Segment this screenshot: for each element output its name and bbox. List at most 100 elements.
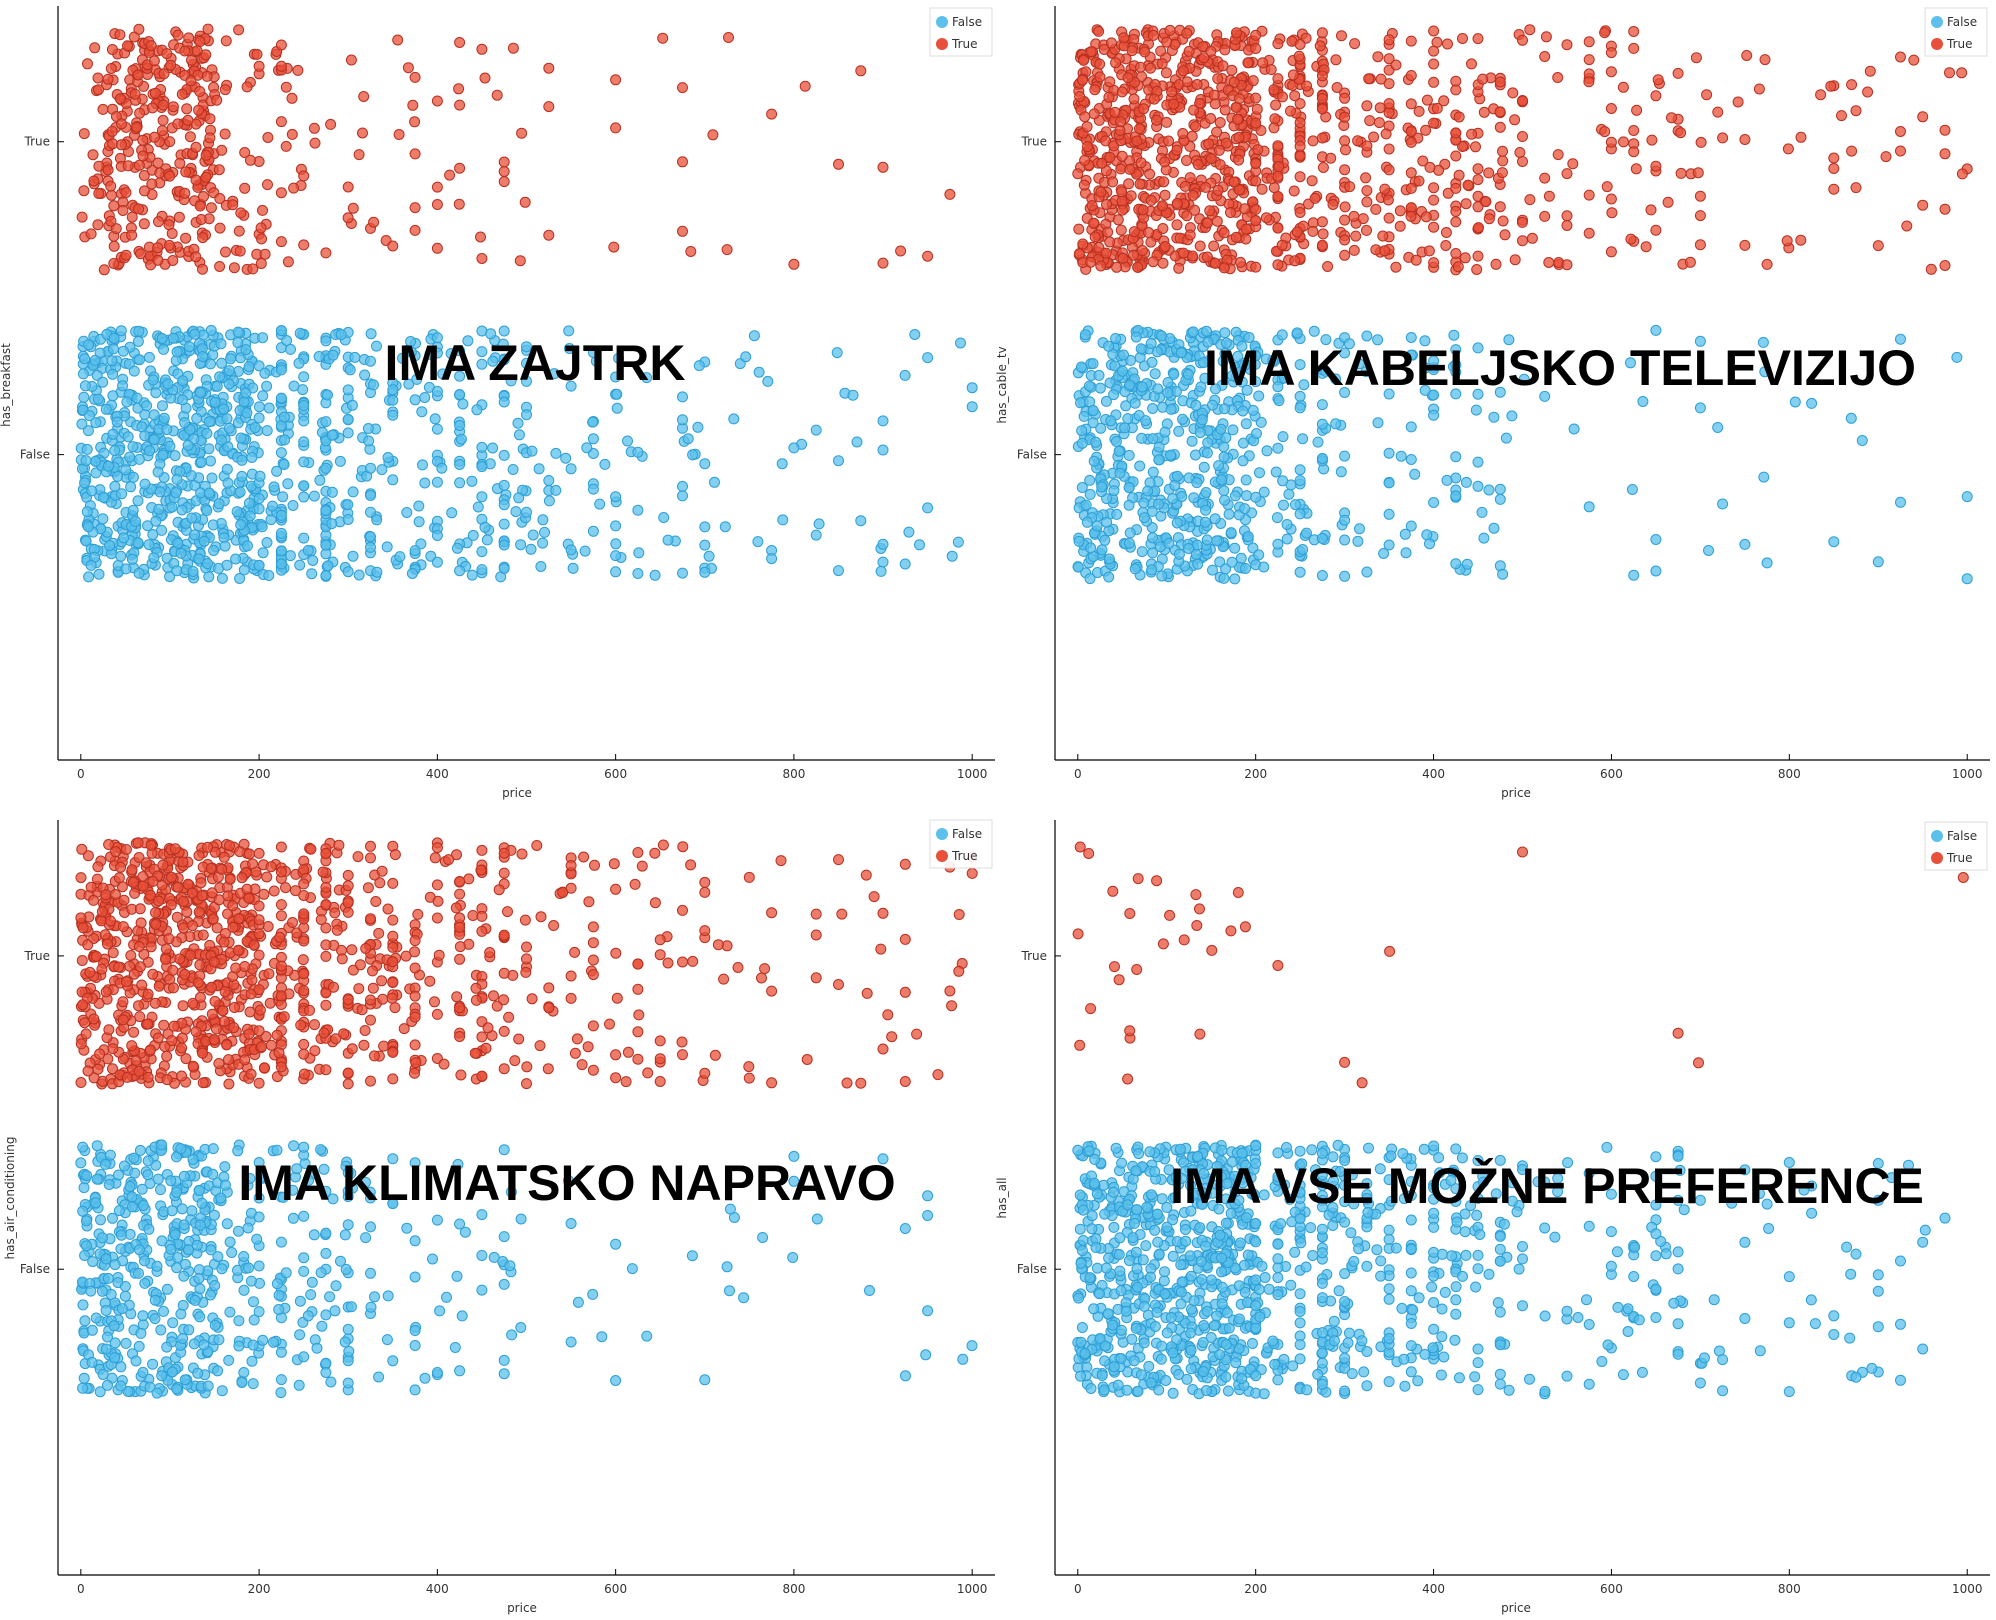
data-point xyxy=(1233,131,1245,143)
data-point xyxy=(1631,104,1643,116)
data-point xyxy=(233,913,245,925)
data-point xyxy=(1088,455,1100,467)
data-point xyxy=(122,160,134,172)
data-point xyxy=(466,475,478,487)
data-point xyxy=(189,529,201,541)
data-point xyxy=(412,908,424,920)
data-point xyxy=(320,505,332,517)
data-point xyxy=(194,200,206,212)
data-point xyxy=(294,559,306,571)
data-point xyxy=(278,1011,290,1023)
data-point xyxy=(275,1374,287,1386)
data-point xyxy=(78,391,90,403)
data-point xyxy=(1477,73,1489,85)
data-point xyxy=(207,519,219,531)
data-point xyxy=(1470,404,1482,416)
data-point xyxy=(108,1320,120,1332)
data-point xyxy=(1330,54,1342,66)
data-point xyxy=(1229,573,1241,585)
data-point xyxy=(148,409,160,421)
data-point xyxy=(498,499,510,511)
data-point xyxy=(1188,104,1200,116)
data-point xyxy=(144,1044,156,1056)
data-point xyxy=(498,867,510,879)
data-point xyxy=(205,862,217,874)
data-point xyxy=(1428,182,1440,194)
data-point xyxy=(1431,102,1443,114)
data-point xyxy=(1088,217,1100,229)
data-point xyxy=(1166,86,1178,98)
data-point xyxy=(514,255,526,267)
data-point xyxy=(833,455,844,467)
data-point xyxy=(147,529,159,540)
data-point xyxy=(241,883,253,895)
data-point xyxy=(275,910,287,922)
data-point xyxy=(1450,205,1462,217)
data-point xyxy=(899,369,911,381)
data-point xyxy=(196,1197,208,1209)
data-point xyxy=(165,59,177,71)
data-point xyxy=(1085,542,1097,554)
data-point xyxy=(320,462,332,474)
data-point xyxy=(1086,200,1098,212)
data-point xyxy=(209,995,221,1007)
data-point xyxy=(320,1247,332,1259)
data-point xyxy=(1662,196,1674,208)
data-point xyxy=(662,534,674,546)
data-point xyxy=(1252,144,1264,156)
data-point xyxy=(234,573,246,584)
data-point xyxy=(127,504,139,516)
data-point xyxy=(149,997,161,1009)
data-point xyxy=(1226,64,1238,76)
data-point xyxy=(721,1261,733,1273)
data-point xyxy=(1096,157,1108,169)
data-point xyxy=(431,242,443,254)
data-point xyxy=(1316,103,1328,115)
data-point xyxy=(1514,147,1526,158)
data-point xyxy=(97,1369,109,1380)
data-point xyxy=(1218,227,1230,239)
data-point xyxy=(1462,179,1474,191)
data-point xyxy=(137,150,149,162)
data-point xyxy=(966,1340,978,1352)
data-point xyxy=(498,166,510,177)
data-point xyxy=(381,541,393,553)
data-point xyxy=(1162,377,1174,388)
data-point xyxy=(257,1334,269,1346)
data-point xyxy=(156,125,168,137)
data-point xyxy=(409,1039,421,1051)
data-point xyxy=(677,490,688,502)
data-point xyxy=(307,555,319,566)
data-point xyxy=(183,1324,195,1336)
data-point xyxy=(686,1250,698,1262)
data-point xyxy=(1159,156,1171,168)
data-point xyxy=(100,1253,112,1265)
data-point xyxy=(253,1025,265,1037)
data-point xyxy=(1116,150,1128,162)
data-point xyxy=(1360,172,1372,184)
data-point xyxy=(587,525,599,537)
data-point xyxy=(169,843,181,855)
data-point xyxy=(137,1200,149,1211)
data-point xyxy=(92,1063,104,1075)
data-point xyxy=(466,569,478,581)
data-point xyxy=(279,434,291,446)
data-point xyxy=(207,1143,219,1155)
data-point xyxy=(144,445,156,457)
data-point xyxy=(1717,498,1729,510)
data-point xyxy=(1650,565,1662,577)
data-point xyxy=(1478,532,1490,544)
data-point xyxy=(89,354,101,366)
data-point xyxy=(169,450,181,462)
data-point xyxy=(560,452,572,464)
data-point xyxy=(242,1222,254,1234)
data-point xyxy=(93,188,105,199)
data-point xyxy=(358,91,370,102)
data-point xyxy=(454,389,466,400)
data-point xyxy=(565,1218,577,1229)
data-point xyxy=(1165,403,1177,415)
data-point xyxy=(457,398,469,410)
data-point xyxy=(99,1158,111,1170)
data-point xyxy=(533,463,545,475)
data-point xyxy=(1316,27,1328,39)
